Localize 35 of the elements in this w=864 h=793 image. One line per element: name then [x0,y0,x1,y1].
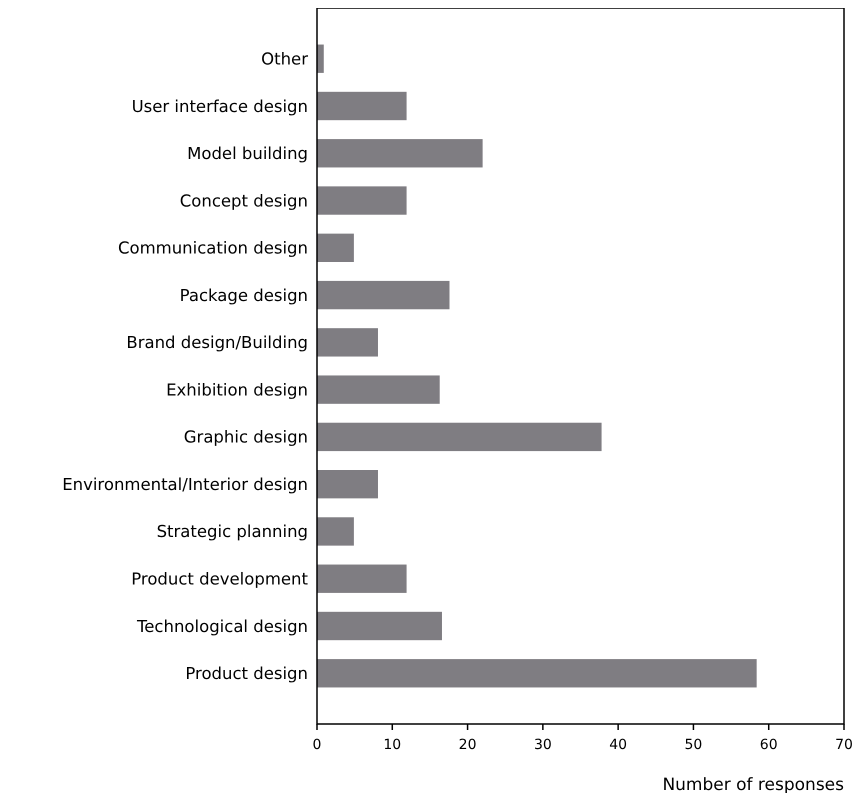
y-tick-label: Technological design [136,616,308,636]
y-tick-label: Product design [185,664,308,684]
bar [317,612,442,640]
x-tick-label: 70 [835,737,853,753]
bar [317,422,602,452]
bar [317,234,354,262]
y-tick-label: Product development [131,570,309,588]
bar [317,375,440,404]
bar [317,280,450,310]
bar [317,92,407,120]
bar [317,564,407,593]
y-tick-label: Package design [180,286,308,305]
y-tick-label: Graphic design [184,428,308,447]
bar [317,659,757,688]
y-tick-label: Communication design [118,238,308,258]
bar [317,470,378,498]
bar [317,186,407,215]
x-tick-label: 50 [684,737,702,753]
x-tick-label: 60 [760,737,778,753]
y-tick-label: Model building [187,144,308,164]
y-tick-label: Environmental/Interior design [62,474,308,494]
bar [317,517,354,546]
x-tick-label: 20 [458,737,476,753]
y-tick-label: User interface design [132,96,308,116]
x-tick-label: 10 [383,737,402,753]
x-tick-label: 40 [609,737,628,753]
x-tick-label: 0 [312,737,322,753]
y-tick-label: Exhibition design [166,380,308,400]
y-tick-label: Brand design/Building [126,333,308,352]
y-tick-label: Other [261,50,308,68]
bar [317,328,378,357]
y-tick-label: Concept design [180,191,308,210]
bar [317,139,483,168]
x-tick-label: 30 [534,737,552,753]
y-tick-label: Strategic planning [156,522,308,542]
